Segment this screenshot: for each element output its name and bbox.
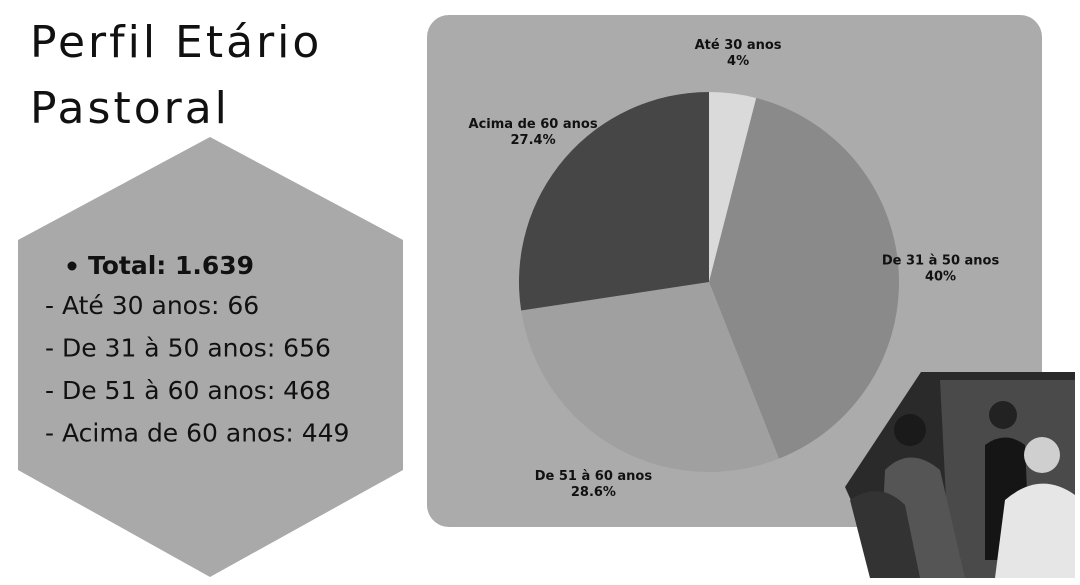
summary-list: - Até 30 anos: 66 - De 31 à 50 anos: 656 -… [45, 291, 349, 448]
slice-value: 4% [727, 54, 749, 69]
chart-title: Perfil Etário Pastoral [30, 17, 323, 134]
total: Total: 1.639 [88, 251, 254, 280]
summary-item: - De 31 à 50 anos: 656 [45, 334, 331, 363]
summary-item: - De 51 à 60 anos: 468 [45, 376, 331, 405]
slice-value: 28.6% [571, 485, 616, 500]
person-body [995, 483, 1075, 578]
hexagon [18, 137, 403, 577]
summary-item: - Acima de 60 anos: 449 [45, 419, 349, 448]
slice-label: Acima de 60 anos [469, 117, 598, 132]
slice-label: De 31 à 50 anos [882, 253, 1000, 268]
pie-slice [519, 92, 709, 311]
slice-label: De 51 à 60 anos [535, 469, 653, 484]
title-box: Perfil Etário Pastoral [30, 17, 323, 134]
pie-slice [709, 92, 757, 282]
person-head [1024, 437, 1060, 473]
summary-item: - Até 30 anos: 66 [45, 291, 259, 320]
slice-value: 40% [925, 269, 956, 284]
person-head [894, 414, 926, 446]
person-head [989, 401, 1017, 429]
pie-slice [521, 282, 779, 473]
photo [845, 372, 1075, 578]
slice-label: Até 30 anos [695, 38, 782, 53]
bullet [67, 261, 77, 271]
person-body [850, 491, 920, 578]
pie-slice [709, 97, 900, 459]
slice-value: 27.4% [511, 133, 556, 148]
